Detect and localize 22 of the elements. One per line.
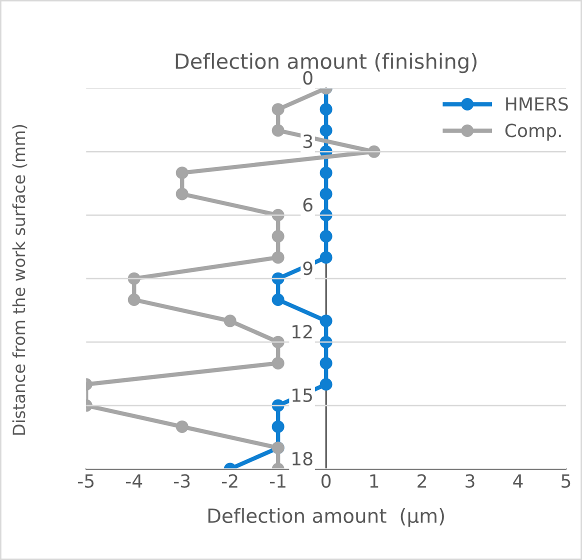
x-tick-label: -4 <box>126 474 142 488</box>
x-tick-label: -1 <box>270 474 286 488</box>
x-tick-label: 5 <box>562 474 570 488</box>
y-tick-label: 18 <box>292 452 312 466</box>
y-tick-label: 0 <box>303 71 312 85</box>
x-tick-label: -3 <box>174 474 190 488</box>
x-tick-label: 4 <box>513 474 523 488</box>
x-tick-label: 2 <box>418 474 426 488</box>
x-tick-label: 0 <box>322 474 331 488</box>
y-tick-label: 12 <box>292 324 312 338</box>
y-tick-label: 3 <box>303 134 312 148</box>
x-axis-title: Deflection amount (μm) <box>208 508 444 527</box>
y-tick-label: 6 <box>303 198 312 212</box>
y-axis-title: Distance from the work surface (mm) <box>12 124 28 435</box>
x-tick-label: 1 <box>370 474 378 488</box>
x-tick-label: -2 <box>222 474 238 488</box>
x-tick-label: -5 <box>78 474 94 488</box>
y-tick-label: 15 <box>292 388 312 402</box>
y-tick-label: 9 <box>303 261 312 276</box>
legend-label: HMERS <box>506 97 568 111</box>
x-tick-label: 3 <box>466 474 474 488</box>
legend-label: Comp. <box>505 124 561 141</box>
